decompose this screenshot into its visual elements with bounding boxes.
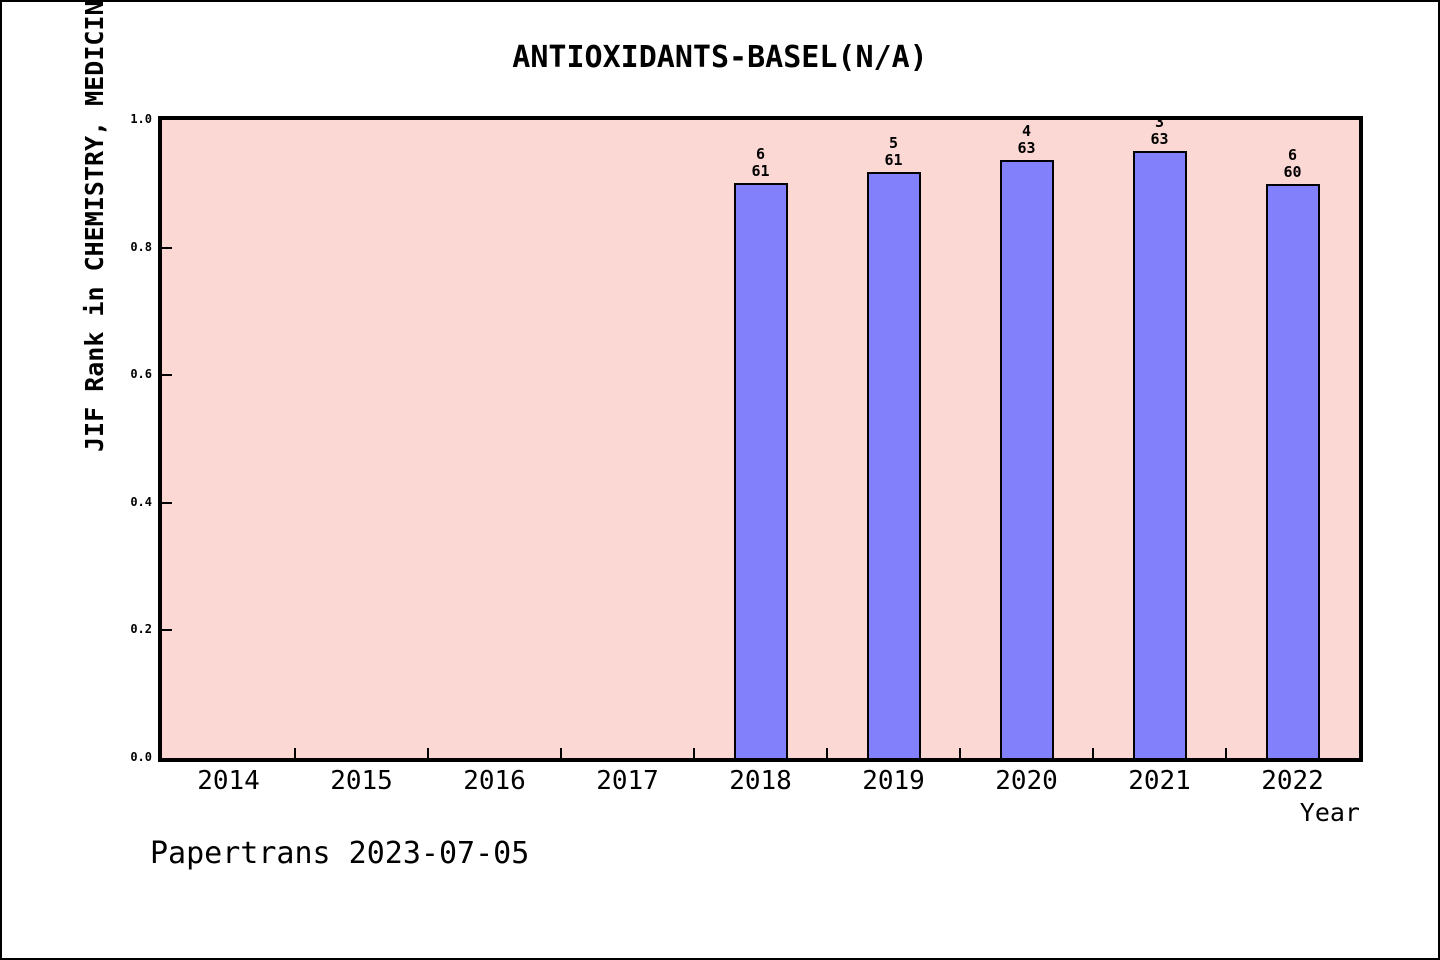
- bar-2022: [1265, 184, 1320, 758]
- bar-2018: [733, 183, 788, 758]
- x-tick-label-2021: 2021: [1128, 766, 1191, 796]
- bar-2021: [1132, 151, 1187, 758]
- y-tick-label-0.4: 0.4: [130, 494, 152, 509]
- y-tick-label-0.8: 0.8: [130, 239, 152, 254]
- bar-label-2018: 6 61: [751, 145, 770, 180]
- x-tick-label-2020: 2020: [995, 766, 1058, 796]
- bar-2019: [866, 172, 921, 758]
- y-tick-label-0.2: 0.2: [130, 622, 152, 637]
- x-tick-label-2017: 2017: [596, 766, 659, 796]
- x-tick-label-2018: 2018: [729, 766, 792, 796]
- x-tick-label-2016: 2016: [463, 766, 526, 796]
- x-tick-8: [1225, 748, 1227, 758]
- x-tick-1: [294, 748, 296, 758]
- x-tick-label-2019: 2019: [862, 766, 925, 796]
- x-tick-3: [560, 748, 562, 758]
- y-tick-0.6: [162, 374, 172, 377]
- chart-title: ANTIOXIDANTS-BASEL(N/A): [512, 40, 928, 75]
- x-tick-7: [1092, 748, 1094, 758]
- plot-area: 6 61 5 61 4 63 3 63 6 60: [158, 113, 1363, 762]
- y-tick-label-0.0: 0.0: [130, 750, 152, 764]
- bar-label-2019: 5 61: [884, 134, 903, 169]
- bar-label-2021: 3 63: [1150, 113, 1169, 148]
- bar-label-2020: 4 63: [1017, 122, 1036, 157]
- x-tick-label-2015: 2015: [330, 766, 393, 796]
- x-axis-title: Year: [1299, 798, 1360, 827]
- x-tick-label-2014: 2014: [197, 766, 260, 796]
- bar-2020: [999, 160, 1054, 758]
- y-tick-0.8: [162, 246, 172, 249]
- x-tick-4: [693, 748, 695, 758]
- x-tick-2: [427, 748, 429, 758]
- y-tick-label-0.6: 0.6: [130, 367, 152, 382]
- y-tick-0.4: [162, 501, 172, 504]
- bar-label-2022: 6 60: [1283, 146, 1302, 181]
- x-tick-label-2022: 2022: [1261, 766, 1324, 796]
- y-tick-0.2: [162, 629, 172, 632]
- x-tick-6: [959, 748, 961, 758]
- y-tick-label-1.0: 1.0: [130, 112, 152, 126]
- x-tick-5: [826, 748, 828, 758]
- watermark-text: Papertrans 2023-07-05: [150, 836, 530, 871]
